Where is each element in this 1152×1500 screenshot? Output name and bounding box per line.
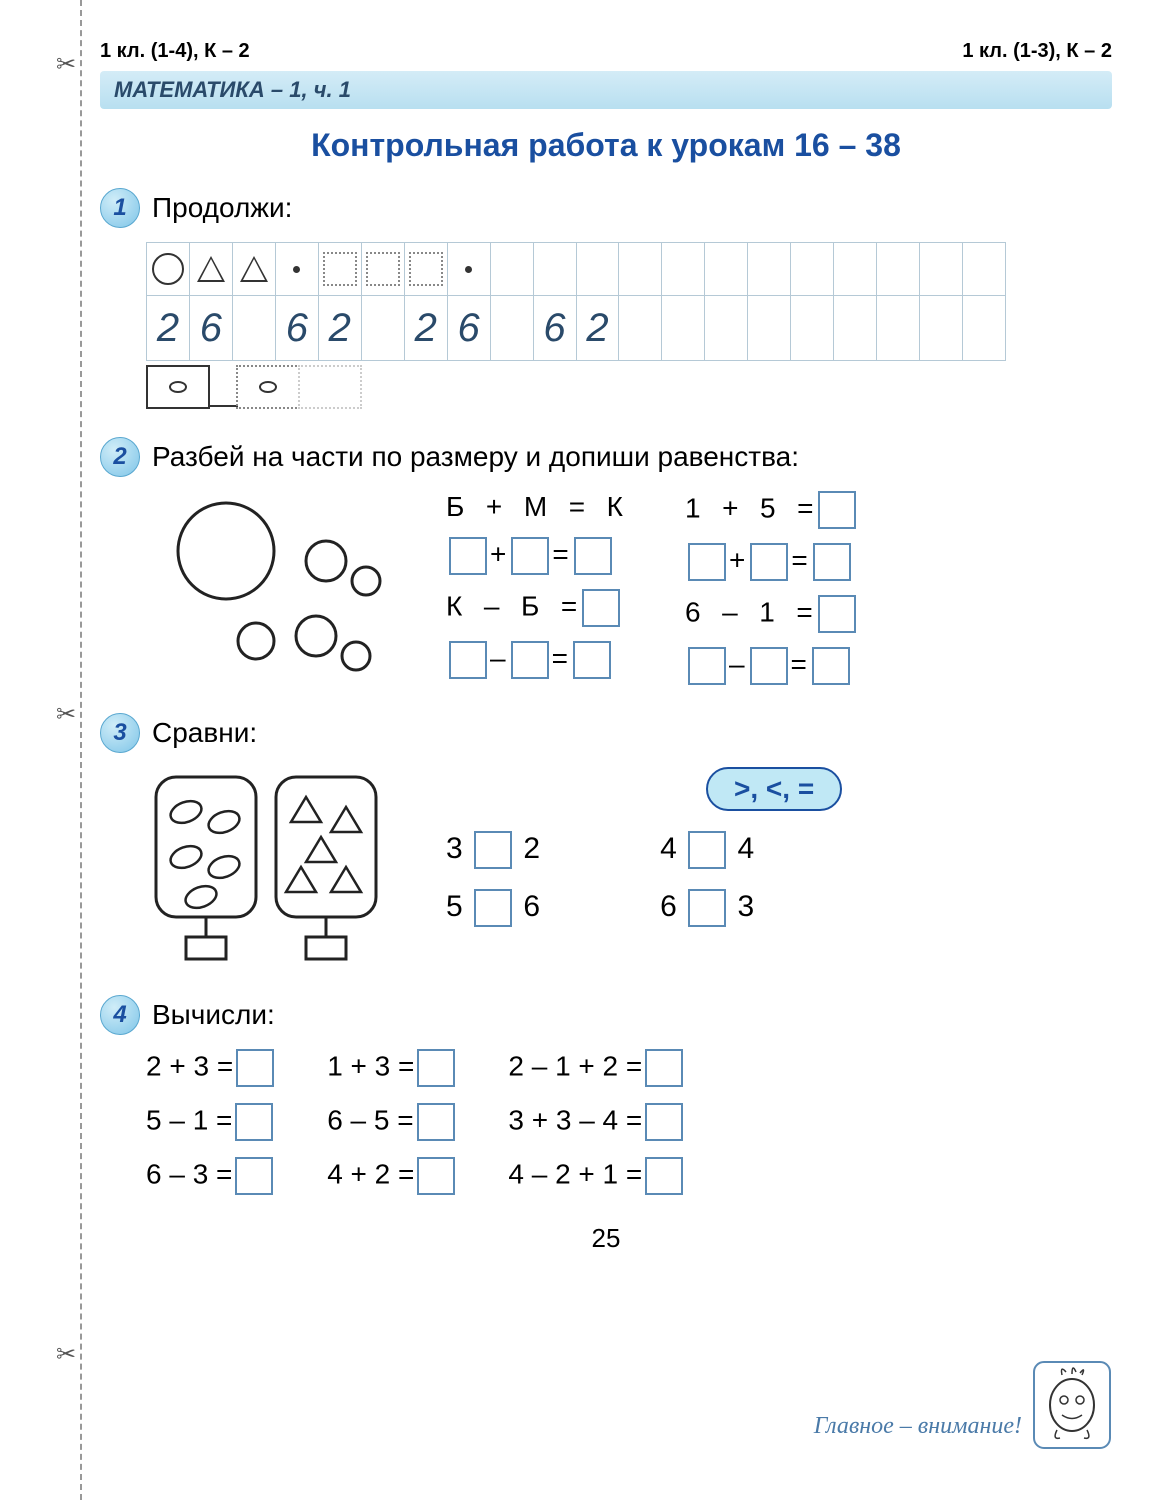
subject-bar: МАТЕМАТИКА – 1, ч. 1 <box>100 71 1112 109</box>
header-left: 1 кл. (1-4), К – 2 <box>100 40 250 63</box>
mascot-icon <box>1032 1360 1112 1450</box>
task-number-badge: 3 <box>100 713 140 753</box>
compare-column: 3 2 5 6 <box>446 831 540 927</box>
task-label: Продолжи: <box>152 192 292 224</box>
dot-icon <box>293 266 300 273</box>
number-cell: 2 <box>405 296 448 360</box>
equation-line[interactable]: –= <box>685 647 860 685</box>
equation-line[interactable]: –= <box>446 641 625 679</box>
cut-line <box>80 0 82 1500</box>
equation-column-numbers: 1 + 5 = += 6 – 1 = –= <box>685 491 860 685</box>
calc-line[interactable]: 6 – 5 = <box>327 1103 458 1141</box>
task-1: 1 Продолжи: 2 6 6 2 <box>100 188 1112 409</box>
pattern-grid: 2 6 6 2 2 6 6 2 <box>146 242 1006 361</box>
task-label: Сравни: <box>152 717 257 749</box>
task-2: 2 Разбей на части по размеру и допиши ра… <box>100 437 1112 685</box>
calc-line[interactable]: 6 – 3 = <box>146 1157 277 1195</box>
task-3: 3 Сравни: > <box>100 713 1112 967</box>
equation-line[interactable]: К – Б = <box>446 589 625 627</box>
compare-legend: >, <, = <box>706 767 842 811</box>
dotted-placeholder[interactable] <box>366 252 400 286</box>
dotted-placeholder[interactable] <box>409 252 443 286</box>
compare-column: 4 4 6 3 <box>660 831 754 927</box>
equation-column-letters: Б + М = К += К – Б = –= <box>446 491 625 685</box>
dot-icon <box>465 266 472 273</box>
compare-shapes-diagram <box>146 767 396 967</box>
calc-column: 2 – 1 + 2 = 3 + 3 – 4 = 4 – 2 + 1 = <box>508 1049 686 1195</box>
task-4: 4 Вычисли: 2 + 3 = 5 – 1 = 6 – 3 = 1 + 3… <box>100 995 1112 1195</box>
triangle-icon <box>197 256 225 282</box>
task-number-badge: 2 <box>100 437 140 477</box>
page-title: Контрольная работа к урокам 16 – 38 <box>100 127 1112 164</box>
calc-line[interactable]: 2 + 3 = <box>146 1049 277 1087</box>
scissors-icon: ✂ <box>56 700 76 729</box>
calc-line[interactable]: 1 + 3 = <box>327 1049 458 1087</box>
equation-line[interactable]: 6 – 1 = <box>685 595 860 633</box>
task-label: Вычисли: <box>152 999 275 1031</box>
triangle-icon <box>240 256 268 282</box>
calc-line[interactable]: 2 – 1 + 2 = <box>508 1049 686 1087</box>
equation-line[interactable]: 1 + 5 = <box>685 491 860 529</box>
dotted-placeholder[interactable] <box>323 252 357 286</box>
header-right: 1 кл. (1-3), К – 2 <box>962 40 1112 63</box>
page-header: 1 кл. (1-4), К – 2 1 кл. (1-3), К – 2 <box>100 40 1112 63</box>
number-cell: 2 <box>577 296 620 360</box>
number-cell: 6 <box>534 296 577 360</box>
calc-column: 1 + 3 = 6 – 5 = 4 + 2 = <box>327 1049 458 1195</box>
task-number-badge: 4 <box>100 995 140 1035</box>
calc-line[interactable]: 4 + 2 = <box>327 1157 458 1195</box>
task-number-badge: 1 <box>100 188 140 228</box>
motto-text: Главное – внимание! <box>814 1413 1022 1440</box>
calc-line[interactable]: 3 + 3 – 4 = <box>508 1103 686 1141</box>
calc-column: 2 + 3 = 5 – 1 = 6 – 3 = <box>146 1049 277 1195</box>
compare-line[interactable]: 5 6 <box>446 889 540 927</box>
number-cell: 6 <box>448 296 491 360</box>
number-cell: 2 <box>319 296 362 360</box>
circle-icon <box>152 253 184 285</box>
number-cell: 2 <box>146 296 190 360</box>
compare-line[interactable]: 3 2 <box>446 831 540 869</box>
blank-cell[interactable] <box>298 365 362 409</box>
scissors-icon: ✂ <box>56 50 76 79</box>
compare-line[interactable]: 4 4 <box>660 831 754 869</box>
scissors-icon: ✂ <box>56 1340 76 1369</box>
equation-line: Б + М = К <box>446 491 625 523</box>
calc-line[interactable]: 4 – 2 + 1 = <box>508 1157 686 1195</box>
equation-line[interactable]: += <box>685 543 860 581</box>
page-number: 25 <box>100 1223 1112 1254</box>
keyhole-icon <box>169 381 187 393</box>
circles-diagram <box>146 491 406 681</box>
compare-line[interactable]: 6 3 <box>660 889 754 927</box>
equation-line[interactable]: += <box>446 537 625 575</box>
number-cell: 6 <box>276 296 319 360</box>
number-cell: 6 <box>190 296 233 360</box>
task-label: Разбей на части по размеру и допиши раве… <box>152 441 799 473</box>
calc-line[interactable]: 5 – 1 = <box>146 1103 277 1141</box>
keyhole-icon <box>259 381 277 393</box>
keyhole-pattern <box>146 365 1112 409</box>
